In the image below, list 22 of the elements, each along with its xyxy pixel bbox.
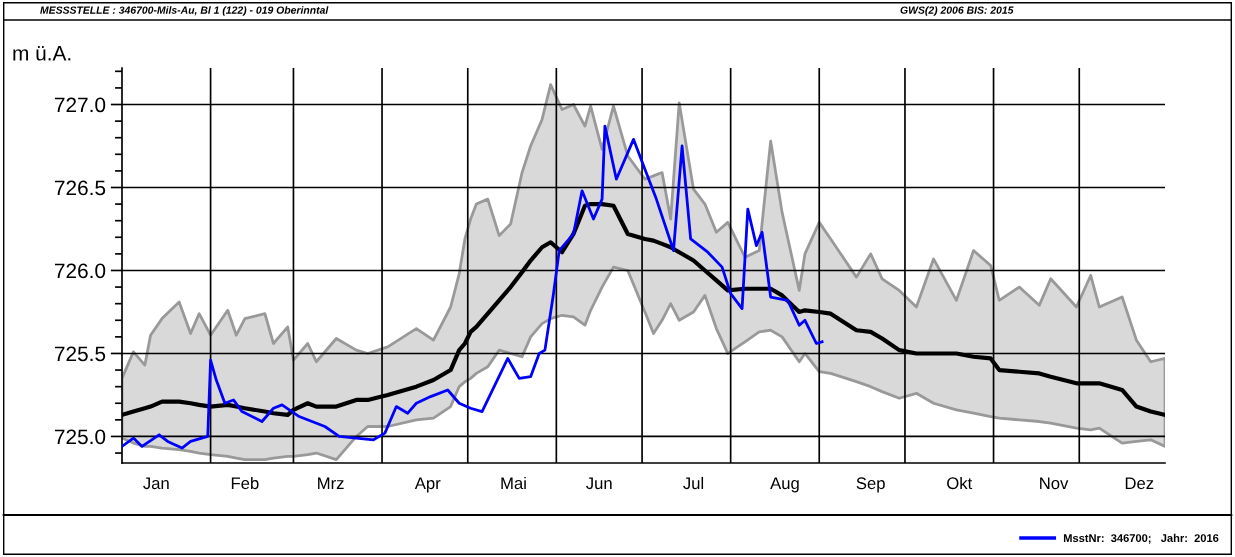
y-tick-label: 725.5 [54,346,106,362]
x-tick-label: Apr [414,477,441,493]
legend-label: MsstNr: 346700; Jahr: 2016 [1063,533,1219,544]
x-tick-label: Mrz [318,477,344,489]
y-tick-label: 726.0 [54,263,106,279]
x-tick-label: Nov [1040,477,1069,490]
x-tick-label: Sep [856,477,885,493]
chart-title: MESSSTELLE : 346700-Mils-Au, Bl 1 (122) - 019 Oberinntal [40,6,329,16]
chart-subtitle: GWS(2) 2006 BIS: 2015 [900,6,1014,16]
x-tick-label: Dez [1125,477,1154,490]
x-tick-label: Jan [143,477,169,490]
x-tick-label: Mai [501,476,526,490]
x-tick-label: Aug [770,477,799,493]
y-axis-title: m ü.A. [13,46,71,61]
y-tick-label: 725.0 [54,429,106,445]
x-tick-label: Jun [586,477,612,490]
x-tick-label: Feb [231,476,259,490]
x-tick-label: Jul [683,476,704,490]
y-tick-label: 727.0 [54,97,106,113]
line-series [122,124,824,450]
x-tick-label: Okt [947,476,973,490]
y-tick-label: 726.5 [54,180,106,196]
